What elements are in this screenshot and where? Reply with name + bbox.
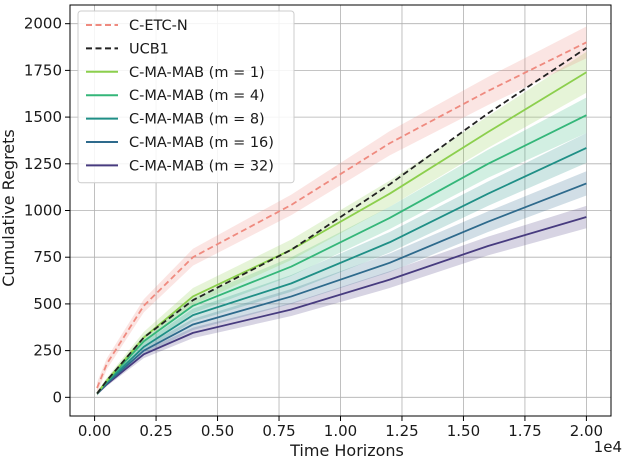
x-tick-label: 1.75 bbox=[508, 422, 541, 440]
series-line bbox=[96, 47, 587, 395]
ticks: 0.00 0.25 0.50 0.75 1.00 1.25 1.50 1.75 2.00 0 250… bbox=[24, 15, 603, 440]
confidence-band bbox=[97, 171, 587, 396]
series-line bbox=[96, 114, 587, 395]
confidence-band bbox=[97, 132, 587, 396]
legend-label: C-MA-MAB (m = 32) bbox=[129, 158, 274, 174]
series-line bbox=[96, 147, 587, 395]
x-tick-label: 1.00 bbox=[324, 422, 357, 440]
grid bbox=[70, 5, 611, 416]
y-tick-label: 1250 bbox=[24, 155, 62, 173]
legend-label: C-MA-MAB (m = 4) bbox=[129, 88, 265, 104]
series-lines bbox=[96, 41, 587, 395]
x-tick-label: 0.50 bbox=[201, 422, 234, 440]
series-line bbox=[96, 216, 587, 395]
y-tick-label: 750 bbox=[33, 248, 62, 266]
legend-label: C-ETC-N bbox=[129, 18, 188, 34]
legend-label: C-MA-MAB (m = 8) bbox=[129, 112, 265, 128]
x-tick-label: 2.00 bbox=[570, 422, 603, 440]
legend-label: C-MA-MAB (m = 16) bbox=[129, 135, 274, 151]
series-line bbox=[96, 182, 587, 395]
confidence-band bbox=[97, 26, 587, 394]
y-axis-label: Cumulative Regrets bbox=[0, 129, 18, 286]
legend-label: C-MA-MAB (m = 1) bbox=[129, 65, 265, 81]
series-line bbox=[96, 71, 587, 395]
y-tick-label: 1750 bbox=[24, 61, 62, 79]
y-tick-label: 2000 bbox=[24, 15, 62, 33]
x-tick-label: 1.50 bbox=[447, 422, 480, 440]
y-tick-label: 500 bbox=[33, 295, 62, 313]
confidence-band bbox=[97, 205, 587, 396]
x-tick-label: 0.25 bbox=[139, 422, 172, 440]
x-tick-label: 1.25 bbox=[385, 422, 418, 440]
y-tick-label: 0 bbox=[52, 388, 62, 406]
x-tick-label: 0.75 bbox=[262, 422, 295, 440]
x-tick-label: 0.00 bbox=[78, 422, 111, 440]
series-line bbox=[96, 41, 587, 389]
confidence-band bbox=[97, 51, 587, 396]
x-axis-offset-text: 1e4 bbox=[594, 438, 622, 456]
y-tick-label: 1000 bbox=[24, 202, 62, 220]
y-tick-label: 1500 bbox=[24, 108, 62, 126]
x-axis-label: Time Horizons bbox=[289, 441, 404, 459]
y-tick-label: 250 bbox=[33, 342, 62, 360]
legend-label: UCB1 bbox=[129, 41, 169, 57]
confidence-bands bbox=[97, 26, 587, 396]
confidence-band bbox=[97, 97, 587, 396]
legend: C-ETC-N UCB1 C-MA-MAB (m = 1) C-MA-MAB (m =… bbox=[77, 10, 295, 184]
legend-box bbox=[77, 10, 295, 184]
